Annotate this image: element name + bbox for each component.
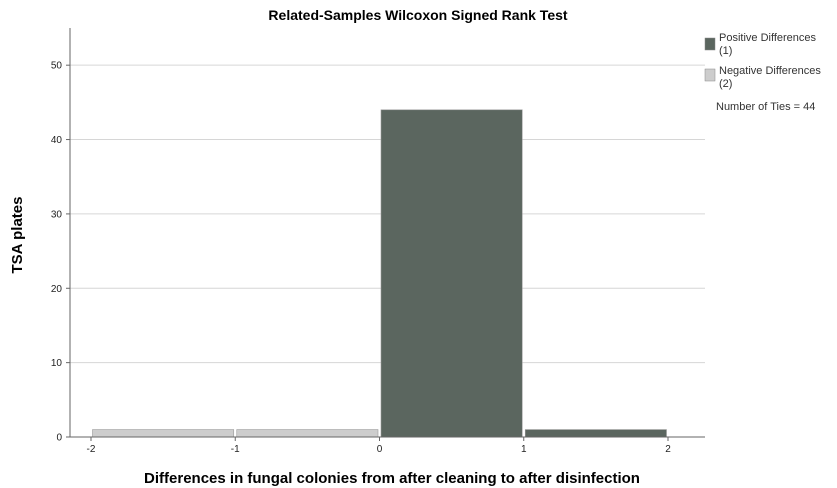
chart-title: Related-Samples Wilcoxon Signed Rank Tes… xyxy=(268,7,567,23)
legend-count-negative: (2) xyxy=(719,78,732,90)
y-tick-label: 50 xyxy=(51,61,63,72)
legend-label-positive: Positive Differences xyxy=(719,32,817,44)
legend-label-negative: Negative Differences xyxy=(719,65,821,77)
bar-negative xyxy=(236,429,379,438)
legend-swatch-negative xyxy=(704,68,716,82)
y-tick-label: 30 xyxy=(51,209,63,220)
y-ticks: 0 10 20 30 40 50 xyxy=(51,61,70,444)
y-tick-label: 20 xyxy=(51,284,63,295)
x-tick-label: -2 xyxy=(87,444,96,455)
x-tick-label: -1 xyxy=(231,444,240,455)
bars xyxy=(92,109,667,438)
legend-count-positive: (1) xyxy=(719,45,732,57)
x-tick-label: 0 xyxy=(377,444,383,455)
ties-annotation: Number of Ties = 44 xyxy=(716,101,815,113)
x-tick-label: 1 xyxy=(521,444,527,455)
y-axis-title: TSA plates xyxy=(9,197,26,274)
legend-swatch-positive xyxy=(704,37,716,51)
x-tick-label: 2 xyxy=(665,444,671,455)
y-tick-label: 40 xyxy=(51,135,63,146)
bar-negative xyxy=(92,429,235,438)
bar-positive xyxy=(524,429,667,438)
y-tick-label: 10 xyxy=(51,358,63,369)
legend: Positive Differences (1) Negative Differ… xyxy=(704,32,821,113)
x-ticks: -2 -1 0 1 2 xyxy=(87,437,671,455)
x-axis-title: Differences in fungal colonies from afte… xyxy=(144,470,640,487)
bar-positive xyxy=(380,109,523,438)
y-tick-label: 0 xyxy=(56,433,62,444)
